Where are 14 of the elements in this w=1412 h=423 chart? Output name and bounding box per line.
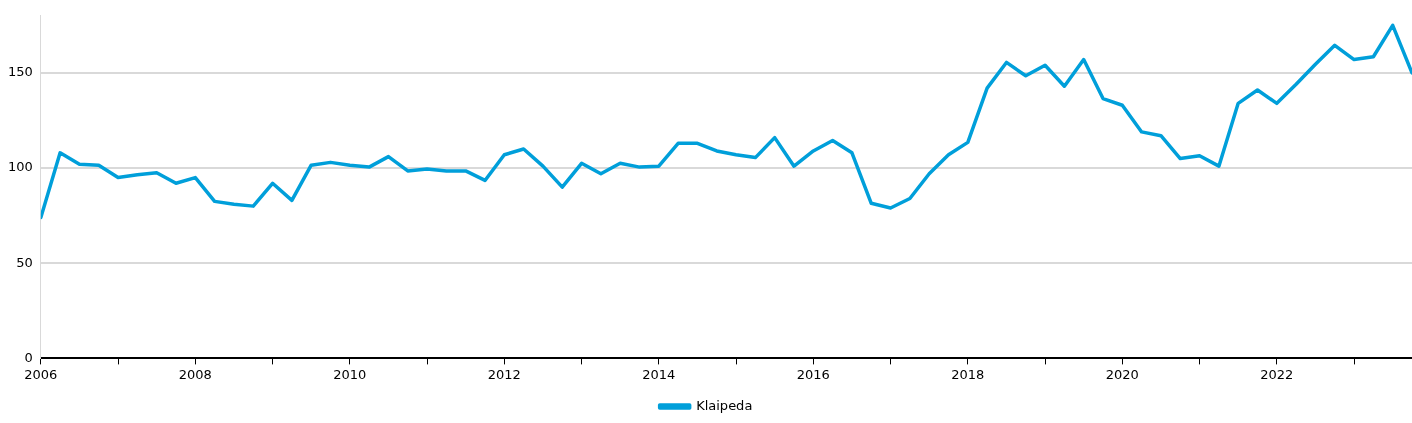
x-tick-label: 2016 — [796, 366, 830, 382]
x-tick-label: 2022 — [1260, 366, 1294, 382]
y-tick-label: 150 — [7, 64, 33, 80]
x-tick-label: 2006 — [24, 366, 58, 382]
x-tick-label: 2014 — [642, 366, 676, 382]
x-tick-label: 2012 — [487, 366, 521, 382]
y-tick-label: 100 — [7, 159, 33, 175]
legend-label: Klaipeda — [696, 397, 753, 413]
y-tick-label: 50 — [16, 254, 33, 270]
x-tick-label: 2018 — [951, 366, 985, 382]
x-tick-label: 2020 — [1105, 366, 1139, 382]
x-tick-label: 2008 — [178, 366, 212, 382]
y-tick-label: 0 — [24, 349, 33, 365]
x-tick-label: 2010 — [333, 366, 367, 382]
